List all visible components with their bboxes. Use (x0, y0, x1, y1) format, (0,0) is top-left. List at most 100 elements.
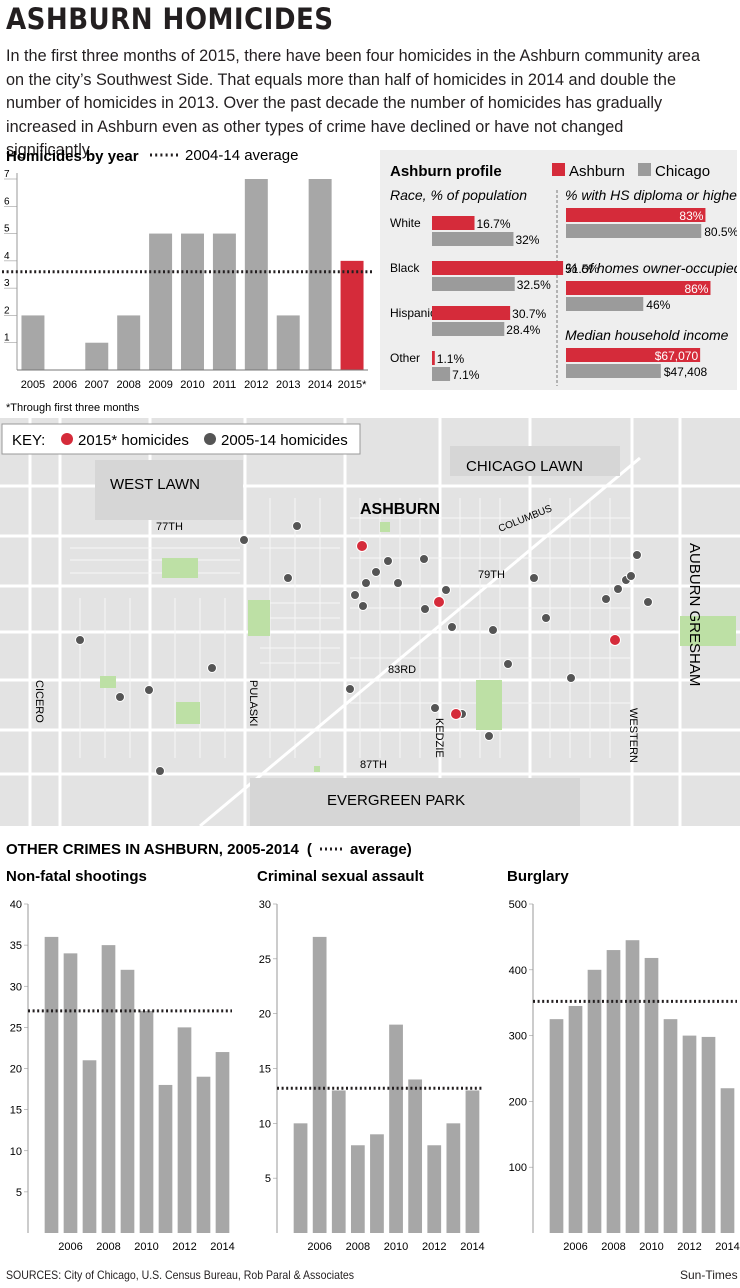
y-tick-label: 100 (509, 1162, 527, 1174)
y-tick-label: 1 (4, 333, 10, 344)
parks (100, 522, 736, 772)
x-tick-label: 2014 (308, 379, 332, 391)
publisher-credit: Sun-Times (680, 1268, 738, 1282)
bar (370, 1134, 384, 1233)
bar (408, 1079, 423, 1233)
other-crimes-charts: OTHER CRIMES IN ASHBURN, 2005-2014 ( aver… (6, 841, 740, 1253)
ashburn-value: 16.7% (477, 217, 511, 231)
bar (44, 936, 59, 1233)
x-tick-label: 2010 (134, 1241, 158, 1253)
race-label: Hispanic (390, 306, 436, 320)
y-tick-label: 30 (10, 981, 22, 993)
profile-bars: White 16.7% 32% Black 51.5% 32.5% Hispanic 30.7… (390, 208, 739, 382)
y-tick-label: 500 (509, 899, 527, 911)
x-tick-label: 2008 (116, 379, 140, 391)
bar (644, 957, 659, 1233)
chicago-bar (566, 364, 661, 378)
x-tick-label: 2011 (213, 379, 237, 391)
bar (181, 233, 204, 370)
bar (82, 1060, 97, 1233)
label-cicero: CICERO (33, 680, 45, 723)
bar (120, 969, 135, 1233)
homicides-plot: 1 2 3 4 5 6 7 2005 2006 2007 2008 2009 2010 2011 2012 2… (2, 169, 372, 391)
y-tick-label: 4 (4, 251, 10, 262)
x-tick-label: 2012 (422, 1241, 446, 1253)
label-83rd: 83RD (388, 664, 416, 676)
homicides-legend-label: 2004-14 average (185, 147, 298, 164)
bar (340, 260, 364, 370)
y-tick-label: 300 (509, 1031, 527, 1043)
x-tick-label: 2005 (21, 379, 45, 391)
label-evergreen-park: EVERGREEN PARK (327, 792, 465, 809)
x-tick-label: 2010 (384, 1241, 408, 1253)
x-tick-label: 2006 (307, 1241, 331, 1253)
owner-heading: % of homes owner-occupied (565, 260, 737, 276)
x-tick-label: 2010 (180, 379, 204, 391)
burglary-title: Burglary (507, 868, 569, 885)
shootings-plot: 5 10 15 20 25 30 35 40 2006 2008 2010 2012 2014 (10, 899, 235, 1253)
race-label: White (390, 216, 421, 230)
x-tick-label: 2008 (96, 1241, 120, 1253)
bar (312, 936, 327, 1233)
y-tick-label: 10 (259, 1118, 271, 1130)
label-west-lawn: WEST LAWN (110, 476, 200, 493)
x-tick-label: 2014 (715, 1241, 739, 1253)
ashburn-value: 86% (684, 282, 708, 296)
x-tick-label: 2007 (85, 379, 109, 391)
x-tick-label: 2012 (677, 1241, 701, 1253)
y-tick-label: 35 (10, 940, 22, 952)
y-tick-label: 2 (4, 305, 10, 316)
x-tick-label: 2014 (210, 1241, 234, 1253)
label-pulaski: PULASKI (247, 680, 259, 726)
sources-credit: SOURCES: City of Chicago, U.S. Census Bu… (6, 1268, 355, 1282)
homicide-dots-2015 (356, 540, 621, 720)
x-tick-label: 2013 (276, 379, 300, 391)
race-heading: Race, % of population (390, 187, 527, 203)
bar (549, 1019, 564, 1233)
label-79th: 79TH (478, 569, 505, 581)
homicides-heading: Homicides by year (6, 148, 139, 165)
key-past-dot (204, 433, 216, 445)
bar (427, 1145, 442, 1233)
ashburn-value: 30.7% (512, 307, 546, 321)
burglary-plot: 100 200 300 400 500 2006 2008 2010 2012 2014 (509, 899, 740, 1253)
y-tick-label: 30 (259, 899, 271, 911)
chicago-value: 46% (646, 298, 670, 312)
income-heading: Median household income (565, 327, 729, 343)
chicago-value: 80.5% (704, 225, 737, 239)
chicago-value: $47,408 (664, 365, 708, 379)
bar (117, 315, 141, 370)
chicago-value: 32% (515, 233, 539, 247)
x-tick-label: 2009 (148, 379, 172, 391)
ashburn-bar (432, 351, 435, 365)
map-key-past: 2005-14 homicides (221, 432, 348, 449)
bar (149, 233, 173, 370)
bar (196, 1076, 211, 1233)
ashburn-bar (432, 261, 564, 275)
y-tick-label: 25 (259, 954, 271, 966)
y-tick-label: 20 (10, 1064, 22, 1076)
x-tick-label: 2015* (338, 379, 367, 391)
chicago-value: 32.5% (517, 278, 551, 292)
bar (244, 179, 268, 370)
y-tick-label: 15 (259, 1064, 271, 1076)
ashburn-bar (566, 348, 701, 362)
bar (350, 1145, 365, 1233)
label-western: WESTERN (627, 708, 639, 763)
bar (308, 179, 332, 370)
key-2015-dot (61, 433, 73, 445)
ashburn-profile-panel: Ashburn profile Ashburn Chicago Race, % … (380, 150, 740, 390)
columbus-avenue (199, 456, 641, 826)
ashburn-value: 51.5% (565, 262, 599, 276)
map-key-label: KEY: (12, 432, 45, 449)
other-crimes-heading: OTHER CRIMES IN ASHBURN, 2005-2014 ( (6, 841, 312, 858)
bar (568, 1005, 583, 1233)
homicides-chart: Homicides by year 2004-14 average 1 2 3 4 5 6… (2, 147, 372, 414)
chicago-bar (432, 322, 505, 336)
ashburn-bar (566, 208, 706, 222)
page-title: ASHBURN HOMICIDES (6, 2, 334, 36)
bar (720, 1088, 735, 1233)
chicago-bar (432, 277, 515, 291)
homicides-footnote: *Through first three months (6, 402, 140, 414)
y-tick-label: 25 (10, 1022, 22, 1034)
